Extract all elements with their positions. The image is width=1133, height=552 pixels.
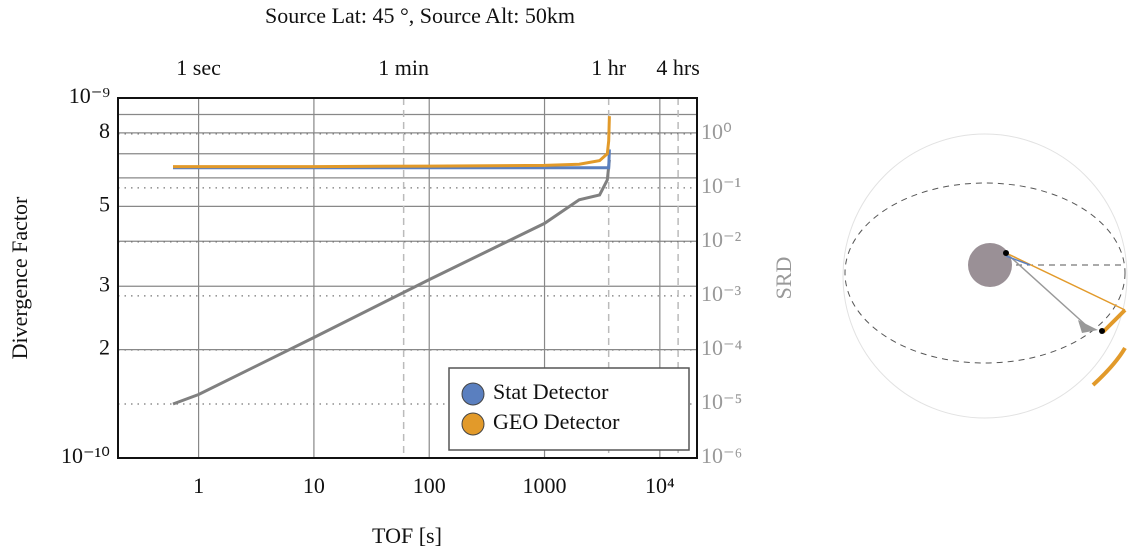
legend-swatch	[461, 412, 485, 436]
y-tick-label: 8	[99, 118, 110, 143]
x-tick-label: 100	[413, 473, 446, 498]
y-tick-label: 2	[99, 335, 110, 360]
y-axis-label: Divergence Factor	[7, 196, 32, 359]
plot-frame	[117, 97, 698, 459]
x-tick-label: 1000	[523, 473, 567, 498]
y2-tick-label: 10⁰	[701, 119, 732, 144]
orbit-diagram	[842, 133, 1128, 419]
legend-label: GEO Detector	[493, 409, 620, 434]
y2-axis-label: SRD	[771, 257, 796, 300]
source-point	[1003, 250, 1009, 256]
legend-label: Stat Detector	[493, 379, 609, 404]
y2-tick-label: 10⁻²	[701, 227, 742, 252]
y2-tick-label: 10⁻⁵	[701, 389, 742, 414]
arrow-head	[1078, 320, 1098, 333]
y2-tick-label: 10⁻⁴	[701, 335, 743, 360]
x-tick-label: 10	[303, 473, 325, 498]
earth	[968, 243, 1012, 287]
y-tick-label: 10⁻¹⁰	[61, 443, 110, 468]
series-line	[173, 116, 611, 169]
y2-tick-label: 10⁻³	[701, 281, 742, 306]
top-tick-label: 1 min	[378, 55, 429, 80]
y-tick-label: 5	[99, 191, 110, 216]
y2-tick-label: 10⁻⁶	[701, 443, 742, 468]
top-tick-label: 4 hrs	[656, 55, 699, 80]
x-tick-label: 10⁴	[645, 473, 675, 498]
x-tick-label: 1	[193, 473, 204, 498]
geo-ray	[1005, 252, 1126, 311]
ray	[1005, 252, 1089, 328]
chart-title: Source Lat: 45 °, Source Alt: 50km	[265, 3, 575, 28]
series-line	[173, 149, 611, 170]
y-tick-label: 10⁻⁹	[69, 83, 111, 108]
detector-point	[1099, 328, 1105, 334]
top-tick-label: 1 sec	[176, 55, 221, 80]
stat-ray	[1005, 255, 1031, 266]
x-axis-label: TOF [s]	[372, 523, 442, 548]
y2-tick-label: 10⁻¹	[701, 173, 741, 198]
legend-box	[448, 367, 690, 451]
orbit	[844, 182, 1126, 364]
top-tick-label: 1 hr	[591, 55, 627, 80]
geo-arc	[1101, 308, 1127, 334]
legend-swatch	[461, 382, 485, 406]
y-tick-label: 3	[99, 271, 110, 296]
view-circle	[842, 133, 1128, 419]
geo-arc	[1091, 346, 1127, 387]
series-line	[172, 159, 611, 406]
